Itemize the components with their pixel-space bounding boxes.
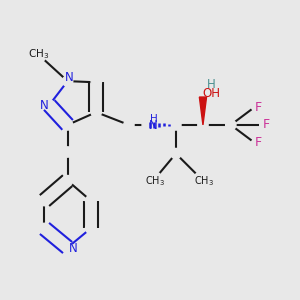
Polygon shape [200,97,206,125]
Text: N: N [40,98,49,112]
Text: F: F [255,101,262,114]
Text: OH: OH [202,87,220,100]
Text: N: N [69,242,77,255]
Circle shape [195,172,205,183]
Text: CH$_3$: CH$_3$ [28,47,50,61]
Circle shape [142,120,152,130]
Circle shape [151,172,161,183]
Circle shape [171,148,181,159]
Circle shape [198,92,208,102]
Circle shape [198,120,208,130]
Circle shape [124,120,134,130]
Circle shape [171,120,181,130]
Text: N: N [65,71,74,84]
Circle shape [62,242,73,253]
Circle shape [91,77,101,88]
Circle shape [62,147,73,157]
Circle shape [39,195,50,206]
Text: H: H [207,78,216,91]
Circle shape [85,223,96,234]
Text: N: N [149,119,158,132]
Circle shape [62,120,73,130]
Text: F: F [263,118,270,131]
Text: H: H [150,114,158,124]
Circle shape [62,176,73,186]
Circle shape [35,51,46,62]
Circle shape [44,100,54,110]
Circle shape [91,107,101,117]
Text: CH$_3$: CH$_3$ [145,174,165,188]
Circle shape [62,76,73,86]
Text: F: F [255,136,262,148]
Circle shape [39,223,50,234]
Circle shape [226,120,236,130]
Text: CH$_3$: CH$_3$ [194,174,214,188]
Circle shape [85,195,96,206]
